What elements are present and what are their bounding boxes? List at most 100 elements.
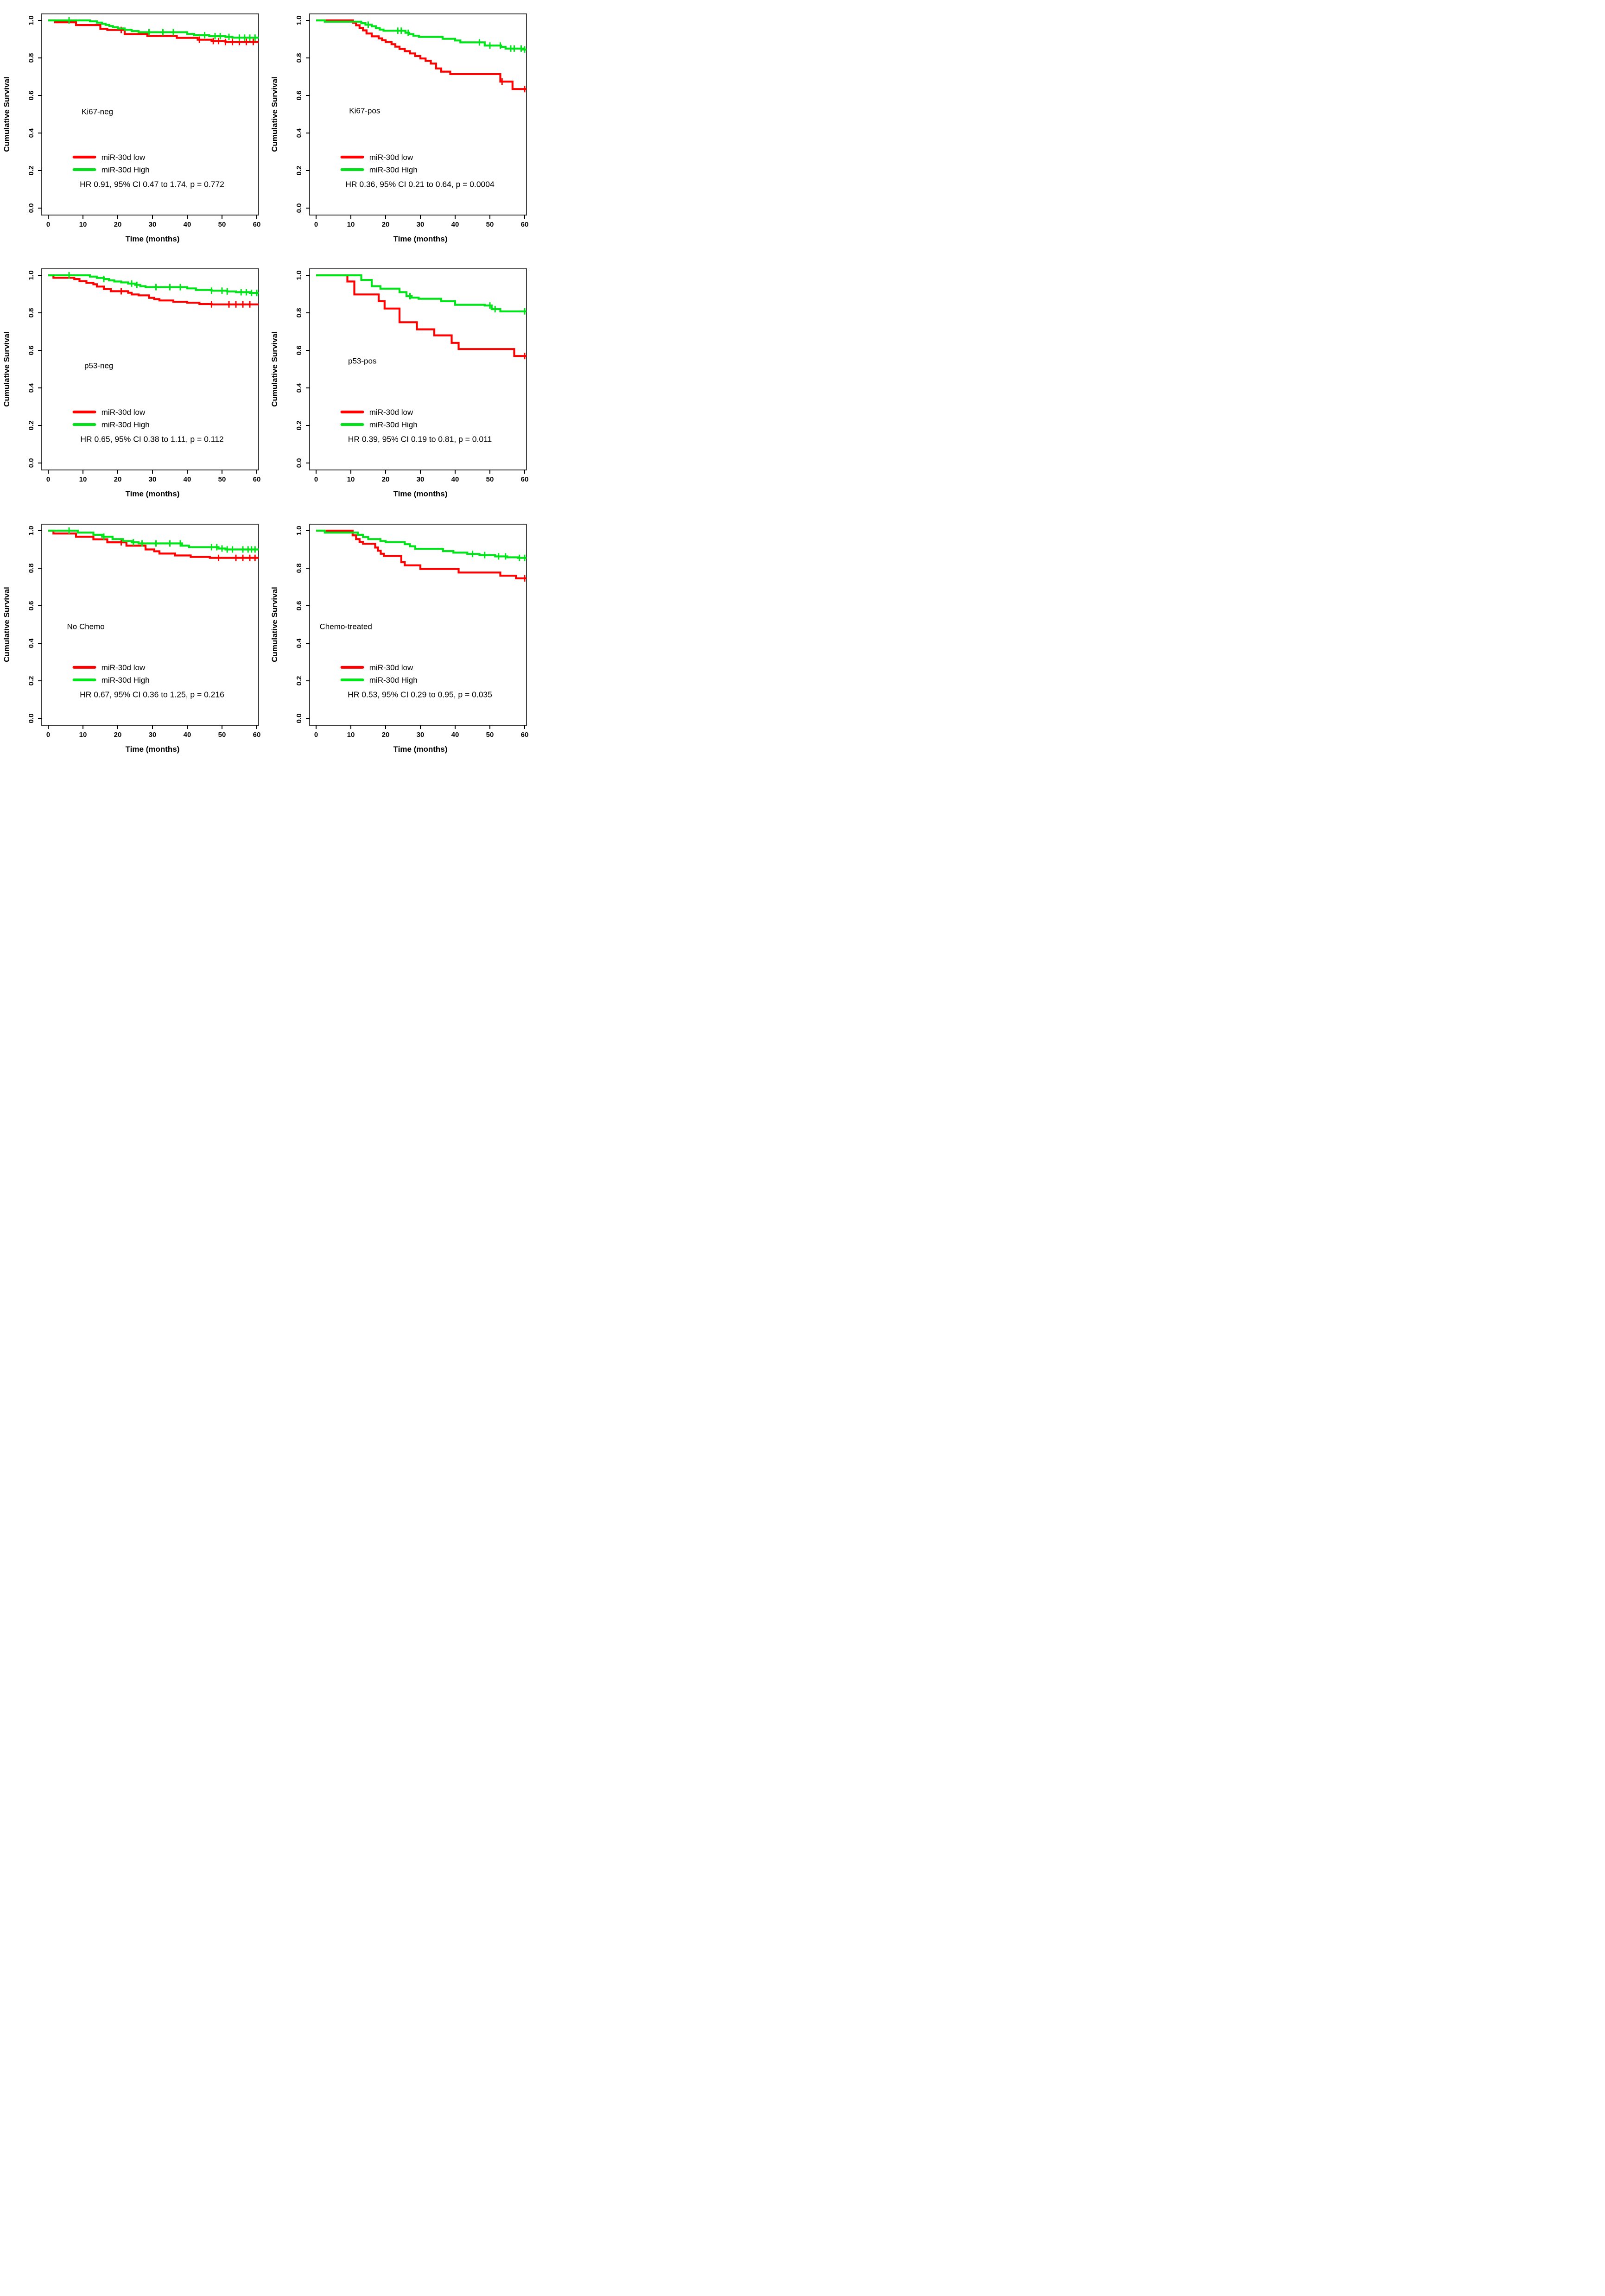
y-tick-label: 0.6 <box>295 601 303 611</box>
x-tick-label: 30 <box>149 476 157 483</box>
x-tick-label: 10 <box>79 731 87 739</box>
km-survival-figure: 0 10 20 30 40 50 60 1.0 0.8 0.6 0.4 0.2 0.0 Time (mon… <box>0 0 535 766</box>
x-axis-title: Time (months) <box>126 745 180 754</box>
y-tick-label: 0.4 <box>27 383 35 393</box>
x-tick-label: 40 <box>451 221 459 228</box>
x-tick-label: 40 <box>184 731 191 739</box>
legend-label-low: miR-30d low <box>102 153 146 162</box>
stats-text: HR 0.67, 95% CI 0.36 to 1.25, p = 0.216 <box>80 690 224 699</box>
x-tick-label: 40 <box>451 476 459 483</box>
x-axis-title: Time (months) <box>126 235 180 243</box>
x-tick-label: 60 <box>253 221 261 228</box>
y-tick-label: 0.8 <box>295 308 303 318</box>
x-axis-title: Time (months) <box>393 489 448 498</box>
y-axis-title: Cumulative Survival <box>2 587 11 662</box>
y-tick-label: 0.2 <box>27 676 35 686</box>
x-tick-label: 0 <box>46 476 50 483</box>
x-tick-label: 50 <box>486 731 494 739</box>
stats-text: HR 0.91, 95% CI 0.47 to 1.74, p = 0.772 <box>80 180 224 189</box>
panel-title: p53-neg <box>84 361 113 370</box>
x-tick-label: 30 <box>149 731 157 739</box>
x-tick-label: 60 <box>521 476 529 483</box>
y-tick-label: 0.8 <box>295 53 303 63</box>
x-tick-label: 60 <box>521 221 529 228</box>
plot-box <box>41 268 259 470</box>
panel-title: p53-pos <box>348 356 376 365</box>
x-tick-label: 10 <box>79 476 87 483</box>
x-tick-label: 20 <box>382 731 390 739</box>
legend-label-high: miR-30d High <box>102 420 150 429</box>
legend-label-high: miR-30d High <box>102 676 150 685</box>
plot-box <box>309 13 527 216</box>
y-tick-label: 0.0 <box>27 714 35 723</box>
y-tick-label: 0.6 <box>295 346 303 355</box>
y-axis-title: Cumulative Survival <box>270 331 279 407</box>
x-tick-label: 40 <box>451 731 459 739</box>
x-tick-label: 30 <box>417 731 425 739</box>
x-tick-label: 0 <box>314 221 318 228</box>
survival-curve-low <box>48 529 259 559</box>
y-axis-title: Cumulative Survival <box>2 331 11 407</box>
stats-text: HR 0.36, 95% CI 0.21 to 0.64, p = 0.0004 <box>345 180 495 189</box>
y-tick-label: 0.2 <box>27 421 35 431</box>
legend-label-low: miR-30d low <box>369 663 413 672</box>
x-tick-label: 50 <box>486 221 494 228</box>
x-tick-label: 20 <box>114 731 122 739</box>
y-tick-label: 0.6 <box>27 346 35 355</box>
x-tick-label: 30 <box>417 221 425 228</box>
survival-curve-high <box>316 19 527 51</box>
legend-label-low: miR-30d low <box>102 408 146 417</box>
survival-curve-low <box>48 274 259 305</box>
y-tick-label: 0.2 <box>295 166 303 176</box>
y-tick-label: 1.0 <box>27 16 35 25</box>
survival-curve-low <box>316 19 527 90</box>
y-axis-title: Cumulative Survival <box>270 76 279 152</box>
y-tick-label: 0.8 <box>27 53 35 63</box>
y-tick-label: 0.4 <box>295 128 303 138</box>
panel-title: Ki67-pos <box>349 106 380 115</box>
survival-curve-high <box>48 19 259 39</box>
panel-p53-pos: 0 10 20 30 40 50 60 1.0 0.8 0.6 0.4 0.2 0.0 Time (mon… <box>270 268 529 498</box>
survival-curve-low <box>316 274 527 357</box>
y-tick-label: 0.8 <box>295 564 303 573</box>
y-tick-label: 0.0 <box>27 203 35 213</box>
x-tick-label: 10 <box>79 221 87 228</box>
plot-box <box>41 524 259 726</box>
plot-box <box>41 13 259 216</box>
legend-label-high: miR-30d High <box>369 676 418 685</box>
x-axis-title: Time (months) <box>393 745 448 754</box>
x-tick-label: 40 <box>184 476 191 483</box>
y-tick-label: 0.6 <box>295 91 303 101</box>
panel-ki67-pos: 0 10 20 30 40 50 60 1.0 0.8 0.6 0.4 0.2 0.0 Time (mon… <box>270 13 529 243</box>
x-tick-label: 20 <box>114 221 122 228</box>
x-tick-label: 20 <box>114 476 122 483</box>
x-tick-label: 20 <box>382 476 390 483</box>
y-tick-label: 0.0 <box>295 203 303 213</box>
x-tick-label: 0 <box>46 221 50 228</box>
legend-label-low: miR-30d low <box>102 663 146 672</box>
y-tick-label: 0.4 <box>27 128 35 138</box>
y-tick-label: 1.0 <box>295 271 303 280</box>
plot-box <box>309 268 527 470</box>
y-tick-label: 0.4 <box>295 383 303 393</box>
legend-label-high: miR-30d High <box>369 420 418 429</box>
y-tick-label: 0.2 <box>295 421 303 431</box>
y-tick-label: 0.8 <box>27 564 35 573</box>
x-tick-label: 50 <box>218 476 226 483</box>
panel-title: Ki67-neg <box>82 107 113 116</box>
survival-curve-low <box>316 529 527 579</box>
x-tick-label: 50 <box>218 731 226 739</box>
legend-label-high: miR-30d High <box>369 165 418 174</box>
stats-text: HR 0.53, 95% CI 0.29 to 0.95, p = 0.035 <box>348 690 492 699</box>
x-tick-label: 20 <box>382 221 390 228</box>
y-tick-label: 0.2 <box>295 676 303 686</box>
x-tick-label: 10 <box>347 731 355 739</box>
legend-label-low: miR-30d low <box>369 153 413 162</box>
y-tick-label: 0.6 <box>27 601 35 611</box>
y-tick-label: 0.6 <box>27 91 35 101</box>
panel-chemo-treated: 0 10 20 30 40 50 60 1.0 0.8 0.6 0.4 0.2 0.0 Time (mon… <box>270 524 528 754</box>
y-tick-label: 1.0 <box>27 271 35 280</box>
panel-no-chemo: 0 10 20 30 40 50 60 1.0 0.8 0.6 0.4 0.2 0.0 Time (mon… <box>2 524 260 754</box>
x-tick-label: 60 <box>253 476 261 483</box>
stats-text: HR 0.65, 95% CI 0.38 to 1.11, p = 0.112 <box>80 435 223 444</box>
